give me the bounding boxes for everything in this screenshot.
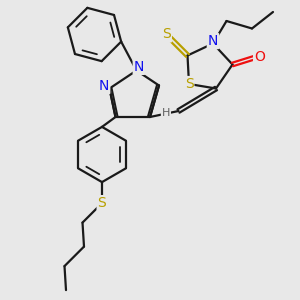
Text: N: N — [208, 34, 218, 48]
Text: S: S — [162, 28, 171, 41]
Text: N: N — [134, 60, 144, 74]
Text: H: H — [162, 108, 170, 118]
Text: O: O — [254, 50, 265, 64]
Text: N: N — [99, 79, 109, 93]
Text: S: S — [98, 196, 106, 210]
Text: S: S — [184, 77, 194, 91]
